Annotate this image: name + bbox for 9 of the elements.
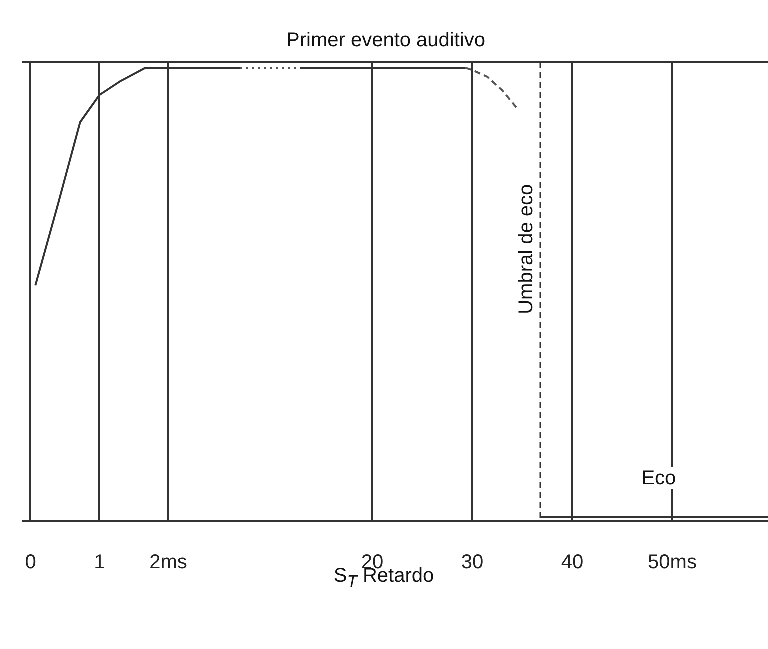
annotation: Eco <box>642 468 676 490</box>
chart-title: Primer evento auditivo <box>286 30 486 52</box>
x-tick-label: 1 <box>94 552 106 574</box>
x-tick-label: 40 <box>561 552 584 574</box>
x-tick-label: 50ms <box>648 552 697 574</box>
ref-line-label: Umbral de eco <box>516 184 538 314</box>
x-tick-label: 0 <box>25 552 36 574</box>
x-tick-label: 2ms <box>150 552 188 574</box>
x-tick-label: 30 <box>461 552 484 574</box>
